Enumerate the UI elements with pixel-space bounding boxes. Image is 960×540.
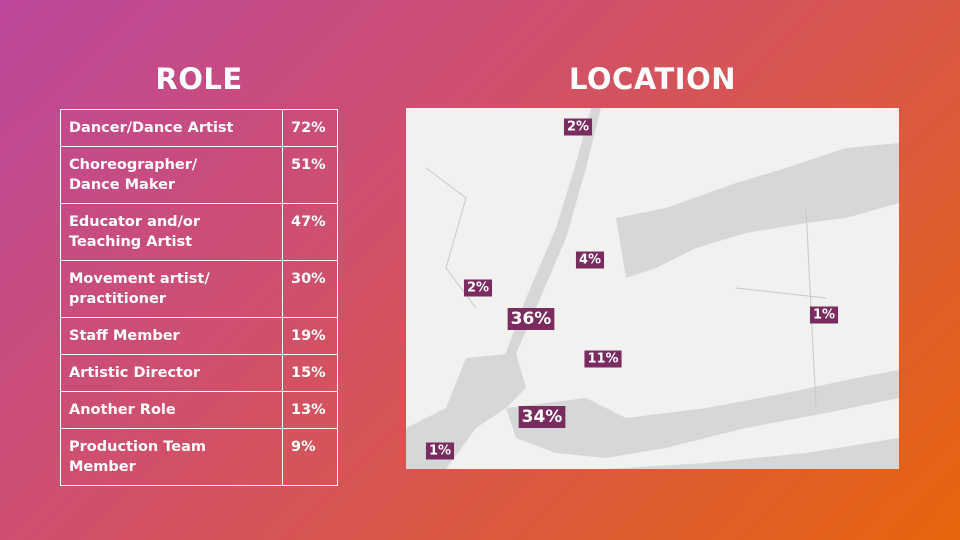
label-box [584, 350, 622, 368]
role-percent: 47% [282, 203, 338, 261]
label-box [507, 308, 555, 330]
role-percent: 9% [282, 428, 338, 486]
role-name: Choreographer/ Dance Maker [60, 146, 283, 204]
role-row: Artistic Director 15% [60, 354, 338, 392]
location-label: 2% [567, 120, 589, 135]
role-name: Production Team Member [60, 428, 283, 486]
role-percent: 15% [282, 354, 338, 392]
location-label: 4% [579, 253, 601, 268]
label-box [518, 406, 566, 428]
role-row: Choreographer/ Dance Maker 51% [60, 146, 338, 204]
role-row: Dancer/Dance Artist 72% [60, 109, 338, 147]
role-percent: 30% [282, 260, 338, 318]
location-label: 1% [813, 308, 835, 323]
location-label: 36% [511, 309, 552, 329]
role-name: Dancer/Dance Artist [60, 109, 283, 147]
label-box [463, 279, 493, 297]
role-name: Staff Member [60, 317, 283, 355]
role-name: Educator and/or Teaching Artist [60, 203, 283, 261]
sound-water [616, 143, 899, 278]
role-table: Dancer/Dance Artist 72% Choreographer/ Dan… [60, 109, 338, 486]
label-box [563, 118, 593, 136]
role-title: ROLE [155, 62, 243, 96]
location-label: 34% [522, 407, 563, 427]
south-shore-water [506, 370, 899, 458]
role-row: Staff Member 19% [60, 317, 338, 355]
location-label: 11% [587, 352, 618, 367]
role-name: Movement artist/ practitioner [60, 260, 283, 318]
location-label: 2% [467, 281, 489, 296]
map: 2% 4% 2% 36% 1% 11% 34% 1% [406, 108, 899, 469]
bay-water [406, 353, 526, 469]
role-row: Another Role 13% [60, 391, 338, 429]
location-title: LOCATION [568, 62, 737, 96]
hudson-river [504, 108, 601, 358]
role-row: Movement artist/ practitioner 30% [60, 260, 338, 318]
label-box [425, 442, 455, 460]
role-percent: 19% [282, 317, 338, 355]
role-percent: 51% [282, 146, 338, 204]
role-percent: 13% [282, 391, 338, 429]
ocean [406, 438, 899, 469]
role-row: Production Team Member 9% [60, 428, 338, 486]
location-label: 1% [429, 444, 451, 459]
role-row: Educator and/or Teaching Artist 47% [60, 203, 338, 261]
role-percent: 72% [282, 109, 338, 147]
role-name: Another Role [60, 391, 283, 429]
label-box [575, 251, 605, 269]
role-name: Artistic Director [60, 354, 283, 392]
label-box [809, 306, 839, 324]
